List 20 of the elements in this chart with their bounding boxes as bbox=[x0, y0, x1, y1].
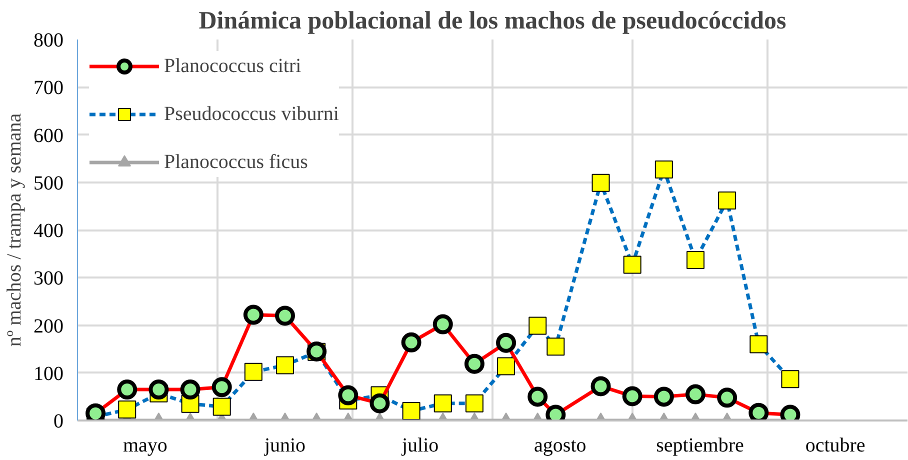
x-tick-label: octubre bbox=[805, 434, 866, 456]
x-tick-label: septiembre bbox=[656, 434, 744, 456]
legend-label: Planococcus citri bbox=[164, 54, 302, 78]
y-tick-label: 100 bbox=[34, 362, 64, 385]
y-tick-label: 500 bbox=[34, 172, 64, 194]
x-tick-label: agosto bbox=[534, 434, 586, 456]
legend-label: Pseudococcus viburni bbox=[164, 102, 339, 126]
x-tick-label: julio bbox=[400, 434, 439, 456]
x-tick-label: junio bbox=[263, 434, 306, 456]
chart-title: Dinámica poblacional de los machos de pseudocóccidos bbox=[198, 8, 787, 34]
legend-label: Planococcus ficus bbox=[164, 150, 308, 174]
x-tick-label: mayo bbox=[122, 434, 168, 456]
y-tick-label: 400 bbox=[34, 220, 64, 242]
y-tick-label: 0 bbox=[54, 410, 64, 432]
y-tick-label: 300 bbox=[34, 268, 64, 290]
y-tick-label: 700 bbox=[34, 77, 64, 100]
y-tick-label: 200 bbox=[34, 315, 64, 338]
y-axis-title: nº machos / trampa y semana bbox=[4, 113, 26, 347]
y-tick-label: 600 bbox=[34, 124, 64, 147]
y-tick-label: 800 bbox=[34, 30, 64, 52]
